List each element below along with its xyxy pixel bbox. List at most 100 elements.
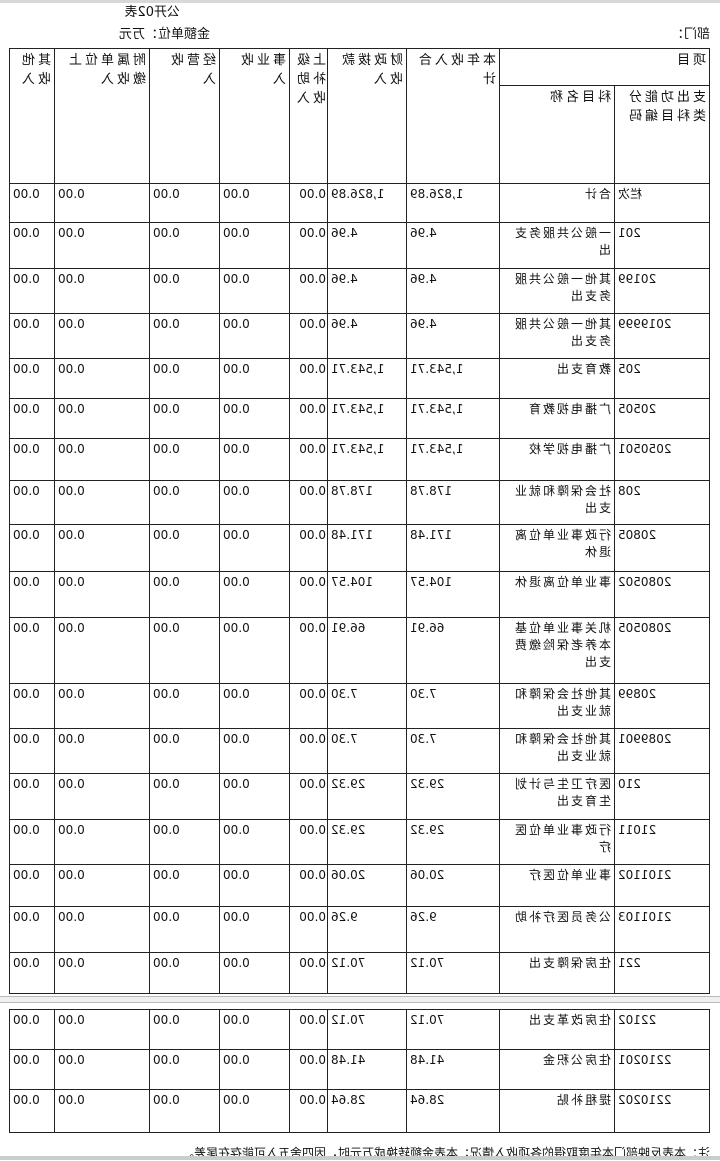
cell-total: 29.32 (406, 819, 500, 865)
cell-code: 20505 (614, 398, 710, 439)
cell-superior: 0.00 (289, 524, 328, 572)
cell-total: 70.12 (406, 1009, 500, 1050)
cell-business: 0.00 (219, 1009, 290, 1050)
table-row: 21011 行政事业单位医疗 29.32 29.32 0.00 0.00 0.00 0.00 0… (9, 819, 710, 865)
cell-name: 广播电视教育 (499, 398, 615, 439)
cell-code: 2210202 (614, 1089, 710, 1133)
cell-fiscal: 1,543.71 (327, 438, 407, 481)
cell-name: 合计 (499, 183, 615, 223)
cell-operating: 0.00 (149, 268, 220, 314)
cell-name: 社会保障和就业支出 (499, 480, 615, 525)
table-row: 2101102 事业单位医疗 20.06 20.06 0.00 0.00 0.00 0.00 0… (9, 864, 710, 907)
cell-superior: 0.00 (289, 617, 328, 684)
cell-operating: 0.00 (149, 1009, 220, 1050)
table-row: 栏次 合计 1,826.89 1,826.89 0.00 0.00 0.00 0.00 0.00 (9, 183, 710, 223)
header-operating: 经营收入 (149, 48, 220, 184)
table-area: 项目 本年收入合计 财政拨款收入 上级补助收入 事业收入 经营收入 附属单位上缴… (0, 48, 720, 1161)
cell-other: 0.00 (9, 1089, 55, 1133)
cell-superior: 0.00 (289, 1009, 328, 1050)
cell-total: 104.57 (406, 571, 500, 618)
cell-code: 2101102 (614, 864, 710, 907)
cell-affiliated: 0.00 (54, 358, 150, 399)
cell-name: 住房保障支出 (499, 952, 615, 994)
cell-fiscal: 171.48 (327, 524, 407, 572)
table-row: 2050501 广播电视学校 1,543.71 1,543.71 0.00 0.00 0.0… (9, 438, 710, 481)
cell-business: 0.00 (219, 683, 290, 729)
cell-business: 0.00 (219, 524, 290, 572)
cell-operating: 0.00 (149, 617, 220, 684)
cell-business: 0.00 (219, 398, 290, 439)
cell-affiliated: 0.00 (54, 683, 150, 729)
cell-code: 20805 (614, 524, 710, 572)
table-row: 22102 住房改革支出 70.12 70.12 0.00 0.00 0.00 0.00 0.0… (9, 1009, 710, 1050)
cell-business: 0.00 (219, 571, 290, 618)
cell-business: 0.00 (219, 864, 290, 907)
cell-name: 提租补贴 (499, 1089, 615, 1133)
cell-total: 7.30 (406, 683, 500, 729)
cell-code: 20199 (614, 268, 710, 314)
cell-business: 0.00 (219, 438, 290, 481)
cell-total: 4.96 (406, 268, 500, 314)
cell-name: 公务员医疗补助 (499, 906, 615, 953)
cell-operating: 0.00 (149, 480, 220, 525)
cell-total: 70.12 (406, 952, 500, 994)
cell-fiscal: 7.30 (327, 683, 407, 729)
cell-code: 2080502 (614, 571, 710, 618)
cell-operating: 0.00 (149, 952, 220, 994)
cell-superior: 0.00 (289, 268, 328, 314)
cell-operating: 0.00 (149, 313, 220, 359)
cell-other: 0.00 (9, 571, 55, 618)
cell-code: 2089901 (614, 728, 710, 774)
cell-other: 0.00 (9, 952, 55, 994)
cell-business: 0.00 (219, 773, 290, 820)
cell-fiscal: 1,826.89 (327, 183, 407, 223)
cell-operating: 0.00 (149, 864, 220, 907)
table-row: 2089901 其他社会保障和就业支出 7.30 7.30 0.00 0.00 0.00 0.… (9, 728, 710, 774)
cell-other: 0.00 (9, 268, 55, 314)
cell-operating: 0.00 (149, 183, 220, 223)
cell-affiliated: 0.00 (54, 268, 150, 314)
cell-business: 0.00 (219, 952, 290, 994)
cell-total: 20.06 (406, 864, 500, 907)
header-name: 科目名称 (499, 85, 615, 184)
cell-fiscal: 178.78 (327, 480, 407, 525)
cell-name: 住房改革支出 (499, 1009, 615, 1050)
table-row: 2210202 提租补贴 28.64 28.64 0.00 0.00 0.00 0.00 0.0… (9, 1089, 710, 1133)
cell-operating: 0.00 (149, 438, 220, 481)
cell-business: 0.00 (219, 819, 290, 865)
cell-superior: 0.00 (289, 906, 328, 953)
cell-fiscal: 7.30 (327, 728, 407, 774)
cell-name: 一般公共服务支出 (499, 222, 615, 269)
cell-operating: 0.00 (149, 683, 220, 729)
table-row: 201 一般公共服务支出 4.96 4.96 0.00 0.00 0.00 0.00 0.00 (9, 222, 710, 269)
table-row: 210 医疗卫生与计划生育支出 29.32 29.32 0.00 0.00 0.00 0.00… (9, 773, 710, 820)
cell-operating: 0.00 (149, 358, 220, 399)
cell-business: 0.00 (219, 1089, 290, 1133)
cell-other: 0.00 (9, 1009, 55, 1050)
cell-affiliated: 0.00 (54, 617, 150, 684)
cell-code: 201 (614, 222, 710, 269)
header-other: 其他收入 (9, 48, 55, 184)
header-project: 项目 (499, 48, 710, 86)
cell-fiscal: 70.12 (327, 1009, 407, 1050)
cell-operating: 0.00 (149, 524, 220, 572)
cell-affiliated: 0.00 (54, 480, 150, 525)
cell-fiscal: 41.48 (327, 1049, 407, 1090)
table-row: 221 住房保障支出 70.12 70.12 0.00 0.00 0.00 0.00 0.00 (9, 952, 710, 994)
cell-code: 21011 (614, 819, 710, 865)
cell-other: 0.00 (9, 358, 55, 399)
cell-other: 0.00 (9, 480, 55, 525)
cell-business: 0.00 (219, 906, 290, 953)
cell-total: 4.96 (406, 222, 500, 269)
cell-affiliated: 0.00 (54, 524, 150, 572)
header-affiliated: 附属单位上缴收入 (54, 48, 150, 184)
cell-superior: 0.00 (289, 864, 328, 907)
cell-other: 0.00 (9, 906, 55, 953)
cell-other: 0.00 (9, 819, 55, 865)
cell-total: 1,826.89 (406, 183, 500, 223)
table-row: 2101103 公务员医疗补助 9.26 9.26 0.00 0.00 0.00 0.00 0.… (9, 906, 710, 953)
cell-superior: 0.00 (289, 683, 328, 729)
cell-business: 0.00 (219, 268, 290, 314)
department-label: 部门： (670, 27, 710, 42)
cell-operating: 0.00 (149, 571, 220, 618)
